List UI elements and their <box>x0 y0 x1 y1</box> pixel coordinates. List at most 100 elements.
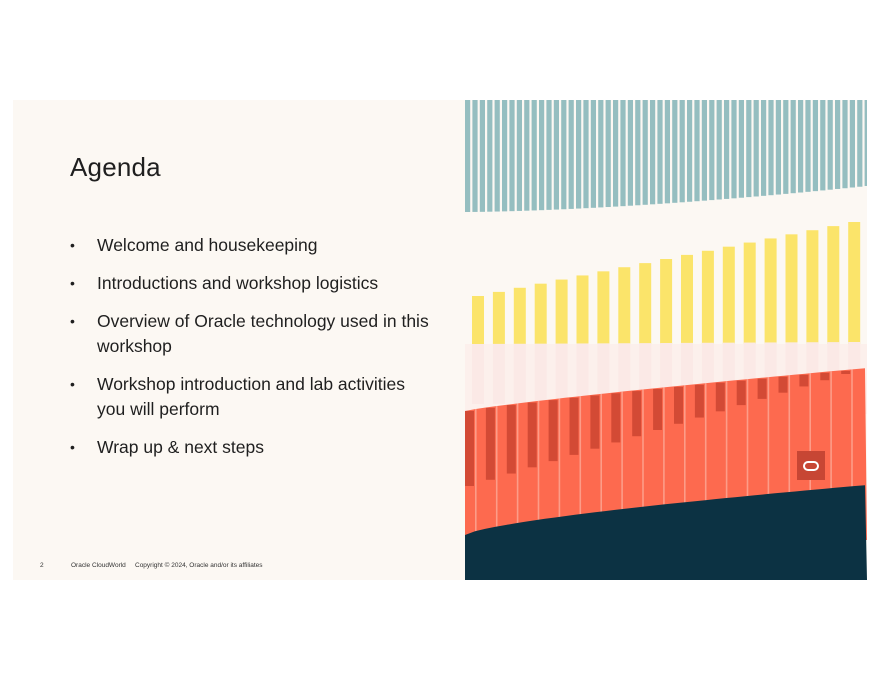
teal-stripe <box>687 100 693 202</box>
bullet-icon: • <box>70 237 75 253</box>
teal-stripe <box>553 100 559 210</box>
teal-stripe <box>731 100 737 199</box>
dark-red-stripe <box>653 388 663 430</box>
teal-stripe <box>650 100 656 205</box>
teal-stripe <box>479 100 485 212</box>
yellow-stripe <box>639 263 652 344</box>
teal-stripe <box>701 100 707 201</box>
coral-separator <box>558 398 561 540</box>
teal-stripe <box>724 100 730 199</box>
agenda-item-text: Welcome and housekeeping <box>97 235 318 255</box>
navy-wave <box>465 485 867 580</box>
teal-stripe <box>746 100 752 198</box>
dark-red-stripe <box>569 397 579 455</box>
teal-stripe <box>812 100 818 192</box>
teal-stripe <box>465 100 471 212</box>
teal-stripe <box>635 100 641 206</box>
yellow-stripe <box>534 283 547 344</box>
dark-red-stripe <box>611 393 621 443</box>
agenda-item: • Introductions and workshop logistics <box>70 271 430 296</box>
teal-stripe <box>664 100 670 204</box>
teal-stripe <box>775 100 781 195</box>
teal-stripe <box>561 100 567 210</box>
yellow-stripe <box>492 291 505 344</box>
dark-red-stripe <box>799 374 809 387</box>
agenda-item: • Workshop introduction and lab activitie… <box>70 372 430 422</box>
teal-stripe <box>820 100 826 191</box>
yellow-stripe <box>681 254 693 344</box>
bullet-icon: • <box>70 439 75 455</box>
dark-red-stripe <box>694 384 704 418</box>
teal-stripe <box>576 100 582 209</box>
yellow-stripe <box>513 287 526 344</box>
teal-stripe <box>583 100 589 209</box>
teal-stripe <box>524 100 530 211</box>
agenda-item-text: Wrap up & next steps <box>97 437 264 457</box>
dark-red-stripe <box>715 382 725 412</box>
agenda-item-text: Overview of Oracle technology used in th… <box>97 311 429 356</box>
dark-red-stripe <box>485 407 495 480</box>
teal-stripe <box>864 100 867 186</box>
slide: Agenda • Welcome and housekeeping • Introd… <box>13 100 867 580</box>
yellow-stripe <box>764 238 777 344</box>
yellow-stripe <box>827 226 840 344</box>
coral-separator <box>663 387 665 540</box>
coral-separator <box>600 393 602 540</box>
coral-separator <box>746 379 749 540</box>
teal-stripe <box>494 100 500 212</box>
teal-stripe <box>642 100 648 205</box>
bullet-icon: • <box>70 313 75 329</box>
teal-stripe <box>709 100 715 201</box>
teal-stripe <box>598 100 604 208</box>
coral-separator <box>537 400 540 540</box>
decorative-artwork <box>465 100 867 580</box>
coral-separator <box>830 371 832 540</box>
coral-separator <box>851 369 853 540</box>
teal-stripe <box>509 100 515 212</box>
teal-stripe <box>546 100 552 210</box>
agenda-item-text: Workshop introduction and lab activities… <box>97 374 406 419</box>
teal-stripe <box>516 100 522 211</box>
coral-separator <box>725 381 728 540</box>
teal-stripe <box>502 100 508 212</box>
teal-stripe <box>753 100 759 197</box>
yellow-stripe <box>555 279 568 344</box>
dark-red-stripe <box>778 376 788 393</box>
dark-red-stripe <box>506 405 516 474</box>
yellow-stripe <box>660 259 673 344</box>
bullet-icon: • <box>70 376 75 392</box>
teal-stripe <box>472 100 478 212</box>
yellow-stripe <box>743 242 756 344</box>
teal-stripe <box>827 100 833 190</box>
coral-separator <box>516 403 519 540</box>
coral-separator <box>475 409 477 540</box>
dark-red-stripe <box>527 402 537 468</box>
teal-stripe <box>783 100 789 194</box>
coral-separator <box>579 396 582 540</box>
yellow-stripe <box>472 296 484 344</box>
page-number: 2 <box>40 562 44 569</box>
agenda-item: • Welcome and housekeeping <box>70 233 430 258</box>
teal-stripe <box>716 100 722 200</box>
yellow-stripe <box>576 275 589 344</box>
yellow-stripe <box>597 271 610 344</box>
teal-stripe <box>487 100 493 212</box>
teal-stripe <box>590 100 596 208</box>
yellow-stripe <box>618 267 631 344</box>
yellow-stripe <box>785 234 798 344</box>
coral-separator <box>495 406 498 540</box>
teal-stripe <box>627 100 633 206</box>
yellow-stripe <box>722 246 735 344</box>
dark-red-stripe <box>674 386 683 424</box>
dark-red-stripe <box>548 400 558 462</box>
teal-stripe <box>657 100 663 204</box>
dark-red-stripe <box>820 372 830 381</box>
teal-stripe <box>539 100 545 211</box>
yellow-stripe <box>848 222 861 344</box>
agenda-list: • Welcome and housekeeping • Introductions… <box>70 233 430 473</box>
teal-stripe <box>790 100 796 194</box>
coral-separator <box>788 375 791 540</box>
teal-stripe <box>531 100 537 211</box>
footer-event: Oracle CloudWorld <box>71 562 126 569</box>
teal-stripe <box>805 100 811 192</box>
